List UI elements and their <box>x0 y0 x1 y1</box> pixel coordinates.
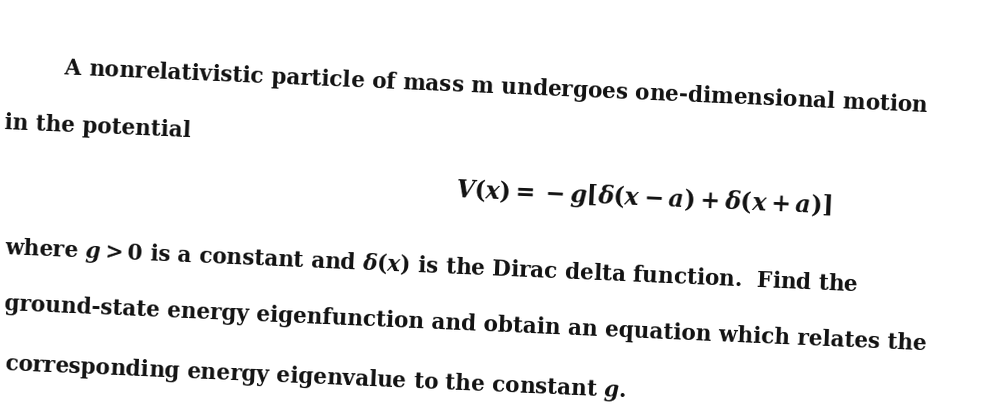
Text: A nonrelativistic particle of mass $\mathbf{m}$ undergoes one-dimensional motion: A nonrelativistic particle of mass $\mat… <box>34 54 929 119</box>
Text: in the potential: in the potential <box>4 112 191 142</box>
Text: corresponding energy eigenvalue to the constant $g$.: corresponding energy eigenvalue to the c… <box>4 351 627 404</box>
Text: ground-state energy eigenfunction and obtain an equation which relates the: ground-state energy eigenfunction and ob… <box>4 293 927 355</box>
Text: where $g > 0$ is a constant and $\delta(x)$ is the Dirac delta function.  Find t: where $g > 0$ is a constant and $\delta(… <box>4 234 859 299</box>
Text: $V(x) = -g[\delta(x-a) + \delta(x+a)]$: $V(x) = -g[\delta(x-a) + \delta(x+a)]$ <box>455 176 832 221</box>
